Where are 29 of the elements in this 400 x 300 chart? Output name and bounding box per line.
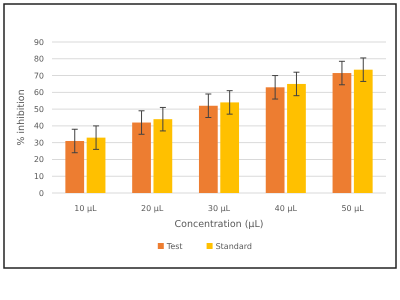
y-tick-label: 90 — [34, 38, 44, 47]
bar — [332, 73, 352, 193]
x-tick-label: 50 µL — [341, 204, 364, 213]
bar — [132, 122, 151, 193]
y-tick-label: 30 — [34, 138, 44, 148]
bar — [354, 70, 373, 193]
bar — [153, 119, 172, 193]
y-tick-label: 0 — [38, 188, 44, 198]
bar — [266, 87, 285, 193]
y-tick-label: 80 — [34, 54, 44, 64]
x-axis-title: Concentration (µL) — [174, 219, 264, 230]
y-axis-title: % inhibition — [16, 89, 27, 146]
bar — [86, 138, 106, 193]
y-tick-label: 60 — [34, 88, 44, 98]
x-tick-label: 20 µL — [141, 204, 164, 213]
bar — [220, 102, 240, 193]
y-tick-label: 20 — [34, 155, 44, 164]
legend-label: Test — [166, 242, 183, 251]
x-tick-label: 40 µL — [274, 204, 298, 213]
legend-label: Standard — [216, 242, 252, 251]
bar — [287, 84, 306, 193]
bar — [65, 140, 84, 193]
x-tick-label: 10 µL — [74, 204, 98, 213]
y-tick-label: 50 — [34, 104, 44, 114]
y-tick-label: 40 — [34, 122, 44, 131]
y-tick-label: 70 — [34, 71, 44, 80]
bar — [198, 106, 218, 193]
y-tick-label: 10 — [34, 172, 44, 182]
x-tick-label: 30 µL — [208, 204, 231, 213]
